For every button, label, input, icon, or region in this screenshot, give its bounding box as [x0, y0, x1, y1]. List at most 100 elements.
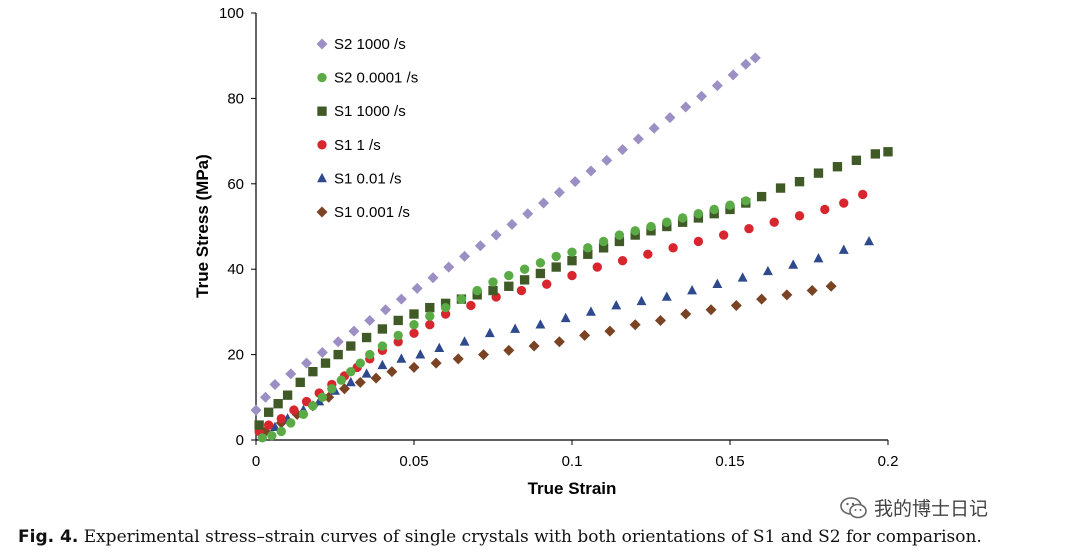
x-tick-label: 0.05 — [399, 453, 428, 470]
data-point — [346, 367, 356, 377]
legend-marker — [317, 106, 327, 116]
data-point — [551, 262, 561, 272]
data-point — [411, 282, 423, 294]
data-point — [614, 236, 625, 247]
data-point — [259, 391, 271, 403]
data-point — [504, 281, 514, 291]
data-point — [380, 304, 392, 316]
x-tick-label: 0.2 — [878, 453, 899, 470]
x-tick-label: 0.15 — [715, 453, 744, 470]
data-point — [273, 399, 283, 409]
data-point — [567, 247, 577, 257]
data-point — [553, 186, 565, 198]
data-point — [308, 367, 318, 377]
data-point — [490, 229, 502, 241]
data-point — [661, 291, 672, 301]
data-point — [883, 147, 893, 157]
data-point — [762, 265, 773, 276]
data-point — [870, 149, 881, 159]
data-point — [478, 349, 490, 361]
data-point — [737, 272, 748, 282]
data-point — [858, 189, 868, 200]
data-point — [569, 176, 581, 188]
data-point — [504, 270, 514, 281]
y-tick-label: 60 — [227, 176, 244, 193]
data-point — [629, 319, 641, 331]
caption-text: Experimental stress–strain curves of sin… — [83, 527, 982, 547]
data-point — [813, 253, 824, 263]
data-point — [617, 144, 629, 156]
data-point — [585, 165, 597, 177]
data-point — [409, 328, 419, 338]
data-point — [693, 209, 704, 219]
data-point — [396, 353, 407, 363]
data-point — [250, 404, 262, 416]
data-point — [332, 336, 344, 348]
data-point — [516, 285, 527, 296]
series-s1-0-01-s — [257, 235, 874, 440]
data-point — [333, 349, 343, 360]
data-point — [320, 358, 331, 368]
data-point — [567, 270, 577, 281]
legend-label: S1 0.001 /s — [334, 204, 410, 221]
data-point — [781, 289, 793, 301]
data-point — [519, 275, 530, 285]
data-point — [345, 376, 356, 387]
data-point — [263, 420, 274, 430]
data-point — [604, 325, 616, 337]
data-point — [443, 261, 455, 273]
legend: S2 1000 /s S2 0.0001 /s S1 1000 /s S1 1 /s S… — [316, 36, 418, 221]
figure-caption: Fig. 4. Experimental stress–strain curve… — [18, 527, 982, 547]
y-tick-label: 0 — [236, 432, 244, 449]
data-point — [361, 368, 372, 378]
legend-label: S1 1 /s — [334, 137, 381, 154]
data-point — [254, 420, 264, 430]
data-point — [308, 401, 318, 411]
data-point — [687, 285, 698, 295]
data-point — [730, 299, 742, 311]
data-point — [430, 357, 442, 369]
data-point — [415, 349, 426, 359]
data-point — [725, 200, 735, 210]
data-point — [409, 309, 419, 319]
data-point — [705, 304, 717, 316]
data-point — [579, 329, 591, 341]
data-point — [693, 236, 704, 247]
series-s2-0-0001-s — [257, 196, 751, 443]
data-point — [680, 101, 692, 113]
data-point — [535, 319, 546, 329]
data-point — [567, 255, 577, 266]
data-point — [839, 198, 849, 208]
data-point — [317, 392, 328, 402]
data-point — [664, 112, 676, 124]
data-point — [630, 226, 640, 236]
data-point — [452, 353, 464, 365]
data-point — [614, 230, 625, 240]
data-point — [484, 327, 495, 338]
data-point — [598, 236, 609, 247]
data-point — [794, 176, 805, 187]
data-point — [301, 357, 313, 369]
legend-marker — [317, 140, 327, 150]
tick-labels: 0 0.05 0.1 0.15 0.2 0 20 40 60 80 100 — [219, 5, 898, 470]
caption-label: Fig. 4. — [18, 527, 79, 547]
data-point — [740, 58, 752, 70]
data-point — [611, 299, 622, 310]
data-point — [257, 433, 267, 443]
data-point — [712, 278, 723, 288]
data-point — [295, 377, 305, 388]
data-point — [348, 325, 360, 337]
data-point — [832, 162, 843, 172]
legend-marker — [317, 72, 327, 83]
data-point — [851, 155, 862, 165]
data-point — [377, 359, 388, 370]
data-point — [425, 320, 435, 330]
data-point — [427, 272, 439, 284]
data-point — [617, 255, 628, 266]
data-point — [354, 376, 366, 388]
y-tick-label: 100 — [219, 5, 244, 22]
series-s1-1000-s — [254, 147, 893, 430]
data-point — [741, 196, 751, 206]
y-axis-title: True Stress (MPa) — [193, 154, 212, 298]
data-point — [711, 80, 723, 92]
